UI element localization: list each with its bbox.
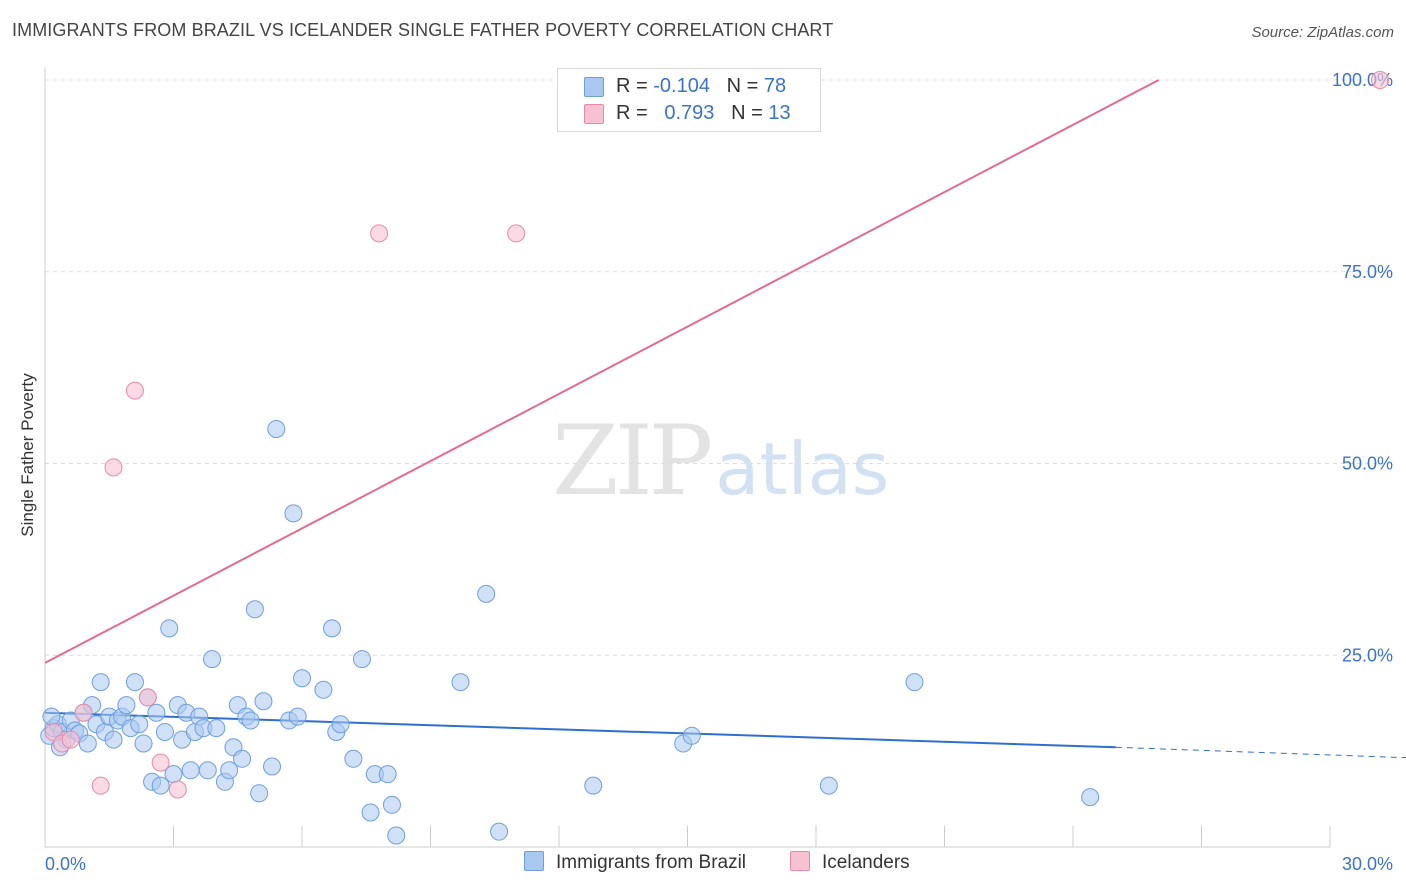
legend-n-label: N = — [731, 102, 763, 124]
legend-r-label: R = — [616, 75, 648, 97]
stats-legend: R = -0.104 N = 78 R = 0.793 N = 13 — [557, 68, 821, 132]
data-point-brazil — [155, 722, 174, 741]
data-point-brazil — [584, 776, 603, 795]
source-credit: Source: ZipAtlas.com — [1251, 24, 1394, 41]
data-point-brazil — [220, 761, 239, 780]
data-point-brazil — [267, 419, 286, 438]
legend-swatch-iceland — [584, 104, 604, 124]
data-point-brazil — [245, 600, 264, 619]
bottom-legend-swatch-iceland — [790, 851, 810, 871]
data-point-brazil — [91, 673, 110, 692]
data-point-brazil — [905, 673, 924, 692]
data-point-brazil — [378, 765, 397, 784]
data-point-brazil — [1081, 788, 1100, 807]
data-point-brazil — [477, 584, 496, 603]
data-point-brazil — [78, 734, 97, 753]
data-point-brazil — [387, 826, 406, 845]
trend-line-brazil — [44, 711, 1116, 749]
data-point-brazil — [293, 669, 311, 688]
legend-r-value: 0.793 — [664, 102, 715, 124]
data-point-brazil — [254, 692, 273, 711]
data-point-brazil — [361, 803, 380, 822]
data-point-brazil — [250, 784, 269, 803]
watermark: ZIPatlas — [552, 405, 889, 517]
data-point-icelanders — [61, 730, 80, 749]
bottom-legend-label-iceland: Icelanders — [822, 852, 910, 873]
data-point-brazil — [160, 619, 179, 638]
data-point-brazil — [284, 504, 303, 523]
data-point-icelanders — [74, 703, 93, 722]
y-axis-label: Single Father Poverty — [18, 373, 37, 537]
data-point-brazil — [181, 761, 200, 780]
data-point-icelanders — [168, 780, 187, 799]
data-point-brazil — [207, 719, 226, 738]
x-tick-label: 0.0% — [45, 854, 86, 874]
data-point-brazil — [322, 619, 341, 638]
y-tick-label: 75.0% — [1342, 262, 1393, 282]
data-point-brazil — [151, 776, 170, 795]
data-point-brazil — [130, 715, 149, 734]
bottom-legend-swatch-brazil — [524, 851, 544, 871]
data-point-brazil — [819, 776, 838, 795]
data-point-icelanders — [138, 688, 157, 707]
data-point-brazil — [198, 761, 217, 780]
data-point-brazil — [344, 749, 363, 768]
data-point-brazil — [147, 703, 166, 722]
data-point-brazil — [288, 707, 307, 726]
legend-swatch-brazil — [584, 77, 604, 97]
legend-text-iceland: R = 0.793 N = 13 — [616, 102, 791, 125]
data-point-brazil — [263, 757, 282, 776]
legend-r-value: -0.104 — [653, 75, 710, 97]
y-tick-label: 50.0% — [1342, 454, 1393, 474]
legend-n-label: N = — [726, 75, 759, 97]
data-point-icelanders — [104, 458, 123, 477]
data-point-brazil — [352, 650, 371, 669]
legend-n-value: 13 — [768, 102, 791, 124]
data-point-icelanders — [125, 381, 144, 400]
bottom-legend-label-brazil: Immigrants from Brazil — [556, 852, 747, 873]
data-point-brazil — [331, 715, 350, 734]
data-point-brazil — [451, 673, 470, 692]
data-point-brazil — [104, 730, 123, 749]
data-point-brazil — [125, 673, 144, 692]
data-point-brazil — [314, 680, 333, 699]
data-point-brazil — [682, 726, 701, 745]
data-point-brazil — [241, 711, 260, 730]
data-point-brazil — [382, 795, 401, 814]
trend-line-brazil-extension — [1115, 746, 1406, 759]
legend-r-label: R = — [616, 102, 648, 124]
data-point-brazil — [42, 707, 61, 726]
data-point-icelanders — [1371, 71, 1389, 89]
data-point-icelanders — [370, 224, 389, 243]
data-point-brazil — [490, 822, 509, 841]
data-point-brazil — [117, 696, 136, 715]
x-tick-label: 30.0% — [1342, 854, 1393, 874]
data-point-icelanders — [91, 776, 110, 795]
trend-line-icelanders — [44, 79, 1160, 664]
y-tick-label: 25.0% — [1342, 645, 1393, 665]
bottom-legend-brazil: Immigrants from Brazil — [524, 851, 746, 874]
watermark-zip: ZIP — [552, 405, 713, 517]
data-point-brazil — [203, 650, 222, 669]
legend-text-brazil: R = -0.104 N = 78 — [616, 75, 786, 98]
data-point-brazil — [233, 749, 252, 768]
data-point-icelanders — [151, 753, 170, 772]
legend-n-value: 78 — [763, 75, 787, 97]
watermark-atlas: atlas — [715, 427, 890, 511]
chart-title: IMMIGRANTS FROM BRAZIL VS ICELANDER SING… — [12, 20, 834, 40]
data-point-brazil — [134, 734, 153, 753]
data-point-icelanders — [507, 224, 526, 243]
bottom-legend-iceland: Icelanders — [790, 851, 910, 874]
